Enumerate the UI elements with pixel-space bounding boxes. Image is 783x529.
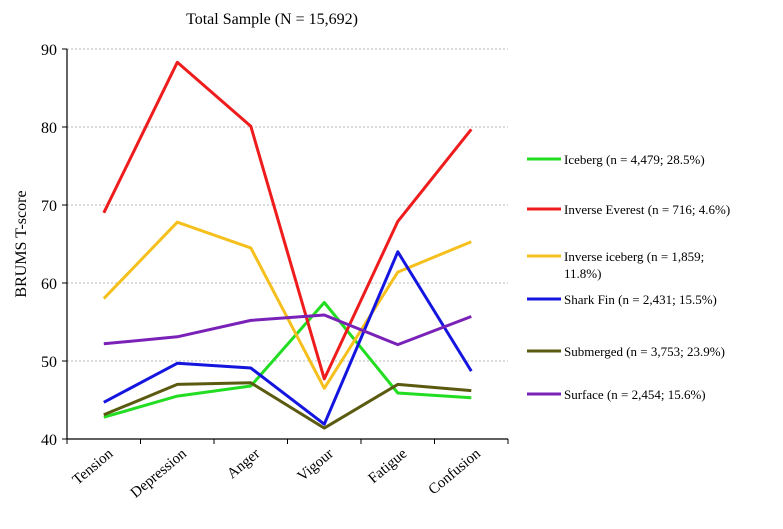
legend-label: Inverse iceberg (n = 1,859; 11.8%) <box>564 249 704 281</box>
series-lines <box>102 60 473 430</box>
gridlines <box>67 48 508 362</box>
series-line <box>103 313 472 347</box>
legend-label: Shark Fin (n = 2,431; 15.5%) <box>564 292 717 307</box>
legend-label: Inverse Everest (n = 716; 4.6%) <box>564 202 730 217</box>
x-tick-label: Tension <box>70 445 117 488</box>
series-line <box>102 220 472 390</box>
axes <box>62 48 509 444</box>
x-tick-labels: Tension Depression Anger Vigour Fatigue Confu… <box>70 445 484 501</box>
series-line <box>103 301 472 419</box>
y-tick-labels: 40 50 60 70 80 90 <box>41 42 57 449</box>
x-tick-label: Depression <box>128 445 190 501</box>
x-tick-label: Anger <box>224 446 263 482</box>
y-tick-label: 90 <box>41 42 57 59</box>
legend-label: Iceberg (n = 4,479; 28.5%) <box>564 152 705 167</box>
legend: Iceberg (n = 4,479; 28.5%) Inverse Everes… <box>527 152 730 402</box>
y-tick-label: 40 <box>41 432 57 449</box>
x-tick-label: Confusion <box>426 445 485 498</box>
y-tick-label: 70 <box>41 198 57 215</box>
y-tick-label: 80 <box>41 120 57 137</box>
series-line <box>102 60 473 381</box>
y-tick-label: 50 <box>41 354 57 371</box>
y-tick-label: 60 <box>41 276 57 293</box>
series-line <box>103 381 472 430</box>
legend-label: Surface (n = 2,454; 15.6%) <box>564 387 706 402</box>
series-line <box>103 250 473 426</box>
legend-label: Submerged (n = 3,753; 23.9%) <box>564 344 725 359</box>
x-tick-label: Fatigue <box>366 446 411 487</box>
y-axis-label: BRUMS T-score <box>13 190 30 297</box>
chart-title: Total Sample (N = 15,692) <box>186 11 358 28</box>
x-tick-label: Vigour <box>295 446 337 485</box>
